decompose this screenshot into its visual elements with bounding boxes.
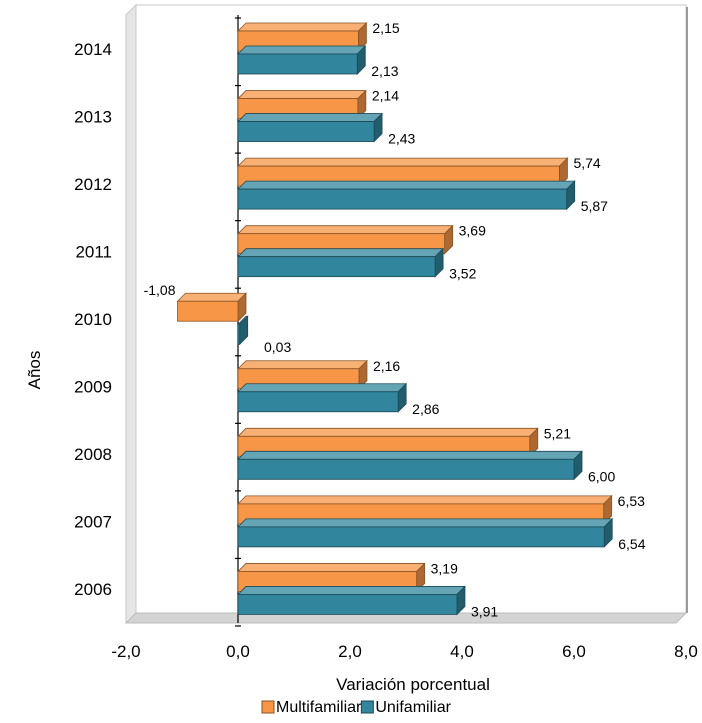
legend-item-unifamiliar: Unifamiliar	[360, 699, 452, 716]
data-label: 6,54	[618, 536, 645, 552]
x-tick-label: 4,0	[450, 642, 474, 661]
x-tick-label: 2,0	[338, 642, 362, 661]
bar-front	[237, 526, 605, 548]
x-axis-title: Variación porcentual	[336, 675, 490, 694]
category-label: 2012	[74, 175, 112, 194]
legend-swatch	[360, 700, 374, 714]
data-label: 2,86	[412, 401, 439, 417]
category-label: 2014	[74, 40, 112, 59]
bar-front	[237, 391, 399, 413]
legend-item-multifamiliar: Multifamiliar	[261, 699, 362, 716]
bar-top	[237, 180, 576, 190]
bar-top	[237, 586, 466, 595]
data-label: 5,74	[573, 155, 600, 171]
bar-top	[237, 360, 368, 370]
x-axis-ticks: -2,0 0,0 2,0 4,0 6,0 8,0	[111, 642, 697, 661]
bar-unifamiliar-2014: 2,13	[237, 45, 399, 79]
bar-top	[237, 450, 583, 460]
x-tick-label: 0,0	[226, 642, 250, 661]
data-label: 6,00	[588, 468, 615, 484]
legend-label: Multifamiliar	[276, 699, 362, 716]
category-label: 2010	[74, 310, 112, 329]
bar-unifamiliar-2009: 2,86	[237, 382, 440, 417]
data-label: 0,03	[264, 339, 291, 355]
bar-top	[237, 22, 368, 32]
bar-unifamiliar-2013: 2,43	[237, 112, 416, 147]
category-label: 2011	[75, 242, 112, 261]
bar-top	[237, 113, 384, 122]
bar-front	[237, 256, 436, 278]
legend-label: Unifamiliar	[375, 699, 451, 716]
data-label: 3,52	[449, 266, 476, 282]
data-label: 2,13	[371, 63, 398, 79]
data-label: 2,43	[388, 131, 415, 147]
data-label: 5,21	[544, 425, 571, 441]
y-axis-categories: 2006 2007 2008 2009 2010 2011 2012 2013 2014	[74, 40, 112, 599]
bar-front	[237, 121, 375, 142]
bar-unifamiliar-2006: 3,91	[237, 585, 498, 619]
legend: Multifamiliar Unifamiliar	[261, 699, 452, 716]
bar-unifamiliar-2012: 5,87	[237, 180, 608, 214]
bar-unifamiliar-2010: 0,03	[237, 315, 291, 355]
x-tick-label: 6,0	[562, 642, 586, 661]
bar-top	[237, 518, 614, 528]
data-label: 5,87	[581, 198, 608, 214]
bars-group: 3,19 3,91 6,53 6,54 5,21 6,00 2,16 2,86 -1,08 0,0…	[144, 20, 646, 619]
x-tick-label: 8,0	[674, 642, 698, 661]
data-label: 2,15	[372, 20, 399, 36]
bar-top	[237, 427, 539, 437]
bar-unifamiliar-2011: 3,52	[237, 247, 477, 282]
bar-top	[176, 292, 247, 302]
category-label: 2008	[74, 445, 112, 464]
bar-top	[237, 45, 367, 55]
data-label: 3,91	[471, 603, 498, 619]
bar-front	[237, 594, 458, 615]
bar-multifamiliar-2010: -1,08	[144, 282, 247, 323]
data-label: 6,53	[618, 493, 645, 509]
bar-top	[237, 383, 408, 393]
category-label: 2013	[74, 107, 112, 126]
data-label: 2,16	[373, 358, 400, 374]
bar-front	[177, 300, 239, 322]
bar-top	[237, 563, 426, 572]
legend-swatch	[261, 700, 275, 714]
bar-front	[237, 188, 568, 210]
bar-top	[237, 157, 569, 167]
bar-unifamiliar-2008: 6,00	[237, 450, 615, 484]
bar-front	[237, 53, 358, 75]
x-tick-label: -2,0	[111, 642, 140, 661]
category-label: 2009	[74, 378, 112, 397]
bar-front	[237, 323, 241, 345]
side-wall	[125, 3, 137, 625]
bar-unifamiliar-2007: 6,54	[237, 517, 646, 552]
bar-top	[237, 248, 445, 258]
data-label: -1,08	[144, 282, 176, 298]
data-label: 2,14	[372, 88, 399, 104]
bar-top	[237, 90, 367, 99]
bar-front	[237, 458, 575, 480]
data-label: 3,19	[431, 560, 458, 576]
data-label: 3,69	[459, 223, 486, 239]
category-label: 2006	[74, 580, 112, 599]
y-axis-title: Años	[25, 351, 44, 390]
category-label: 2007	[74, 513, 112, 532]
bar-top	[237, 225, 454, 235]
bar-top	[237, 495, 613, 505]
